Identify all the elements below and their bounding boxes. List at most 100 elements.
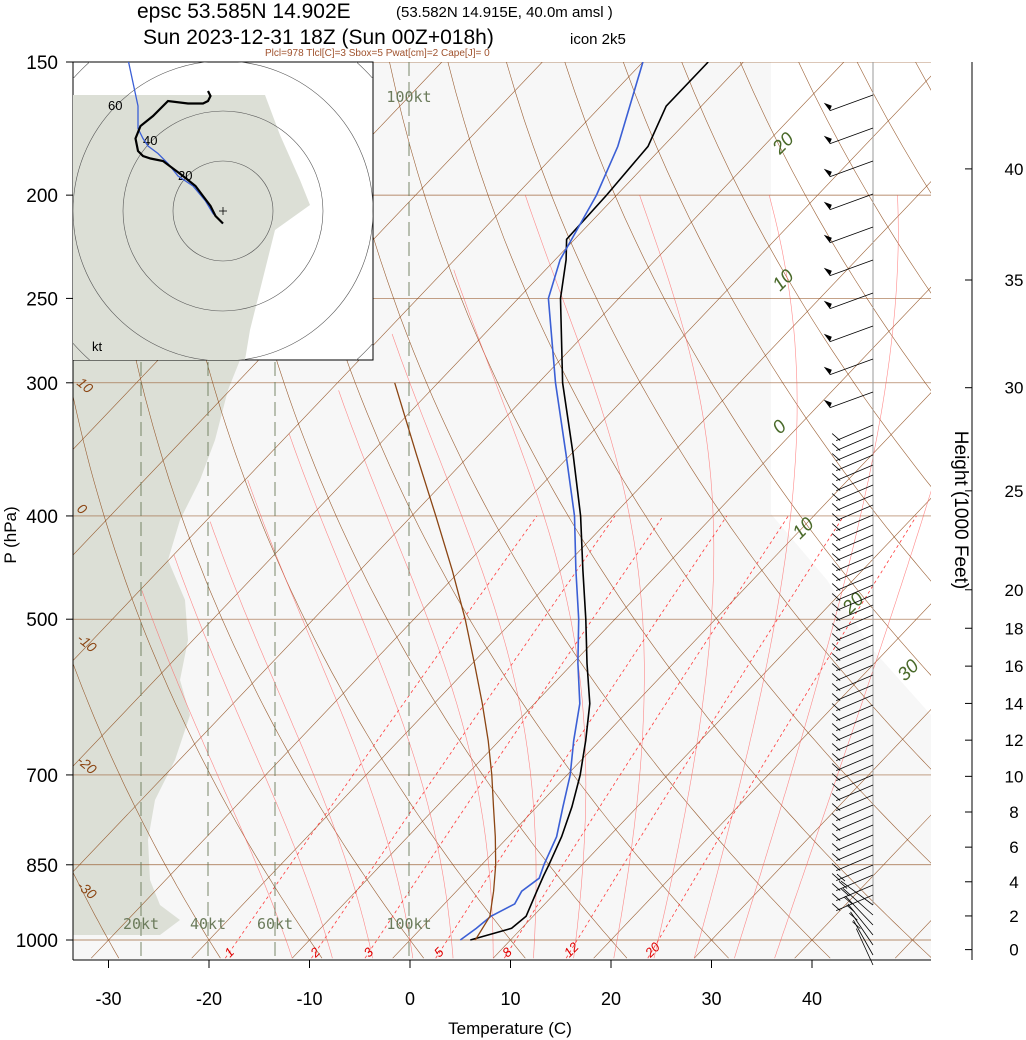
wind-barb <box>836 684 874 701</box>
wind-barb-feather <box>831 823 841 831</box>
wind-barb-feather <box>831 653 841 661</box>
wind-barb-flag <box>823 234 832 243</box>
wind-barb <box>836 664 874 681</box>
wind-barb-feather <box>831 643 841 651</box>
wind-barb-feather <box>831 443 841 451</box>
dry-adiabat-line <box>73 871 120 959</box>
wind-barb <box>836 704 874 721</box>
wind-barb-feather <box>831 773 841 781</box>
speed-label-bottom: 100kt <box>386 915 431 933</box>
wind-barb-feather <box>852 921 861 929</box>
wind-barb <box>836 494 874 511</box>
wind-barb-flag <box>823 102 832 111</box>
moist-adiabat-line <box>209 521 373 959</box>
height-axis-label: Height (1000 Feet) <box>950 431 971 589</box>
moist-adiabat-line <box>173 554 333 959</box>
wind-barb-feather <box>831 513 841 521</box>
isotherm-line <box>91 75 931 959</box>
height-tick-label: 6 <box>1009 838 1018 857</box>
isotherm-line <box>392 392 931 959</box>
wind-barb <box>836 544 874 561</box>
wind-barb-feather <box>831 573 841 581</box>
temperature-tick-label: 0 <box>405 989 415 1009</box>
wind-barb-feather <box>831 703 841 711</box>
moist-adiabat-line <box>338 390 494 959</box>
title-location: (53.582N 14.915E, 40.0m amsl ) <box>396 4 613 21</box>
wind-barb <box>836 604 874 621</box>
height-tick-label: 20 <box>1005 581 1024 600</box>
hodograph-ring <box>122 110 324 312</box>
wind-barb <box>836 624 874 641</box>
moist-adiabat-line <box>693 195 798 959</box>
pressure-tick-label: 400 <box>26 507 58 528</box>
wind-barb <box>836 754 874 771</box>
wind-barb-feather <box>831 793 841 801</box>
wind-barb-feather <box>831 493 841 501</box>
wind-barb-feather <box>838 881 848 889</box>
wind-barb-feather <box>831 543 841 551</box>
wind-barb-feather <box>831 663 841 671</box>
isotherm-line <box>191 181 931 959</box>
height-tick-label: 4 <box>1009 873 1018 892</box>
height-tick-label: 16 <box>1005 657 1024 676</box>
mixing-ratio-line <box>311 515 616 959</box>
wind-barb-feather <box>831 533 841 541</box>
wind-barb <box>836 804 874 821</box>
temperature-tick-label: 30 <box>701 989 721 1009</box>
dry-adiabat-line <box>623 62 931 582</box>
dry-adiabat-line <box>564 62 931 676</box>
wind-barb <box>836 594 874 611</box>
wind-barb <box>836 614 874 631</box>
speed-label-bottom: 20kt <box>123 915 159 933</box>
wind-barb-feather <box>831 863 841 871</box>
height-tick-label: 12 <box>1005 731 1024 750</box>
dry-adiabat-line <box>447 62 931 864</box>
wind-barb-feather <box>831 733 841 741</box>
moist-adiabat-line <box>141 590 293 959</box>
isotherm-line <box>73 62 543 556</box>
wind-barb-feather <box>831 903 841 911</box>
wind-barb-feather <box>831 813 841 821</box>
wind-barb-flag <box>823 333 832 342</box>
dry-adiabat-line <box>96 62 424 959</box>
pressure-tick-label: 300 <box>26 374 58 395</box>
hodograph-unit-label: kt <box>92 339 103 354</box>
wind-barb-feather <box>831 523 841 531</box>
wind-barb-feather <box>831 723 841 731</box>
dry-adiabat-line <box>681 62 931 487</box>
isotherm-line <box>73 62 644 662</box>
wind-barb-feather <box>836 873 846 882</box>
wind-barb-feather <box>831 683 841 691</box>
moist-adiabat-line <box>453 269 587 959</box>
wind-barb <box>847 903 874 936</box>
height-tick-label: 14 <box>1005 694 1024 713</box>
wind-barb-flag <box>823 267 832 276</box>
wind-barb-feather <box>831 473 841 481</box>
wind-barb-feather <box>831 713 841 721</box>
height-tick-label: 40 <box>1005 160 1024 179</box>
isotherm-line <box>73 62 845 873</box>
wind-barb <box>836 814 874 831</box>
dry-adiabat-line <box>506 62 931 770</box>
wind-barb <box>836 764 874 781</box>
wind-barb-feather <box>831 553 841 561</box>
wind-barb-feather <box>831 623 841 631</box>
wind-barb-feather <box>831 633 841 641</box>
temperature-tick-label: -30 <box>95 989 121 1009</box>
wind-barb-flag <box>823 366 832 375</box>
wind-barb <box>829 193 874 211</box>
wind-barb <box>836 844 874 861</box>
speed-label-top: 100kt <box>386 88 431 106</box>
parcel-profile-line <box>394 382 497 941</box>
height-tick-label: 8 <box>1009 803 1018 822</box>
wind-barb <box>836 824 874 841</box>
wind-barb <box>829 94 874 112</box>
wind-barb <box>836 434 874 451</box>
dry-adiabat-line <box>389 62 931 958</box>
mixing-ratio-line <box>647 515 917 959</box>
wind-barb-feather <box>831 803 841 811</box>
hodograph-ring-label: 20 <box>178 168 192 183</box>
temperature-tick-label: 20 <box>601 989 621 1009</box>
mixing-ratio-line <box>435 515 728 959</box>
